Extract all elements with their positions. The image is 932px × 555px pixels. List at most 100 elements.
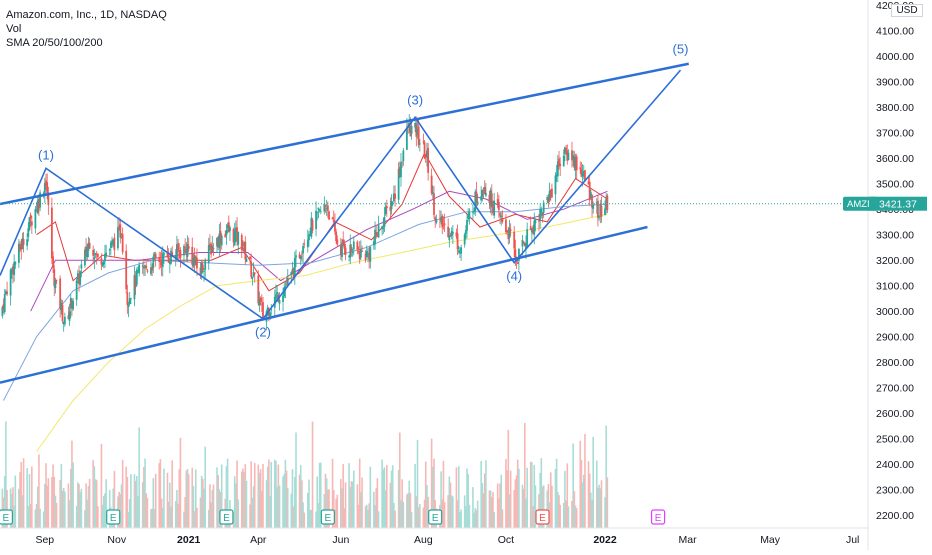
- volume-bar: [496, 483, 499, 528]
- volume-bar: [394, 510, 396, 528]
- volume-bar: [492, 492, 494, 528]
- volume-indicator-label[interactable]: Vol: [6, 23, 22, 35]
- candle-body: [400, 162, 402, 178]
- volume-bar: [588, 473, 591, 528]
- candle-body: [529, 226, 532, 230]
- candle-body: [595, 202, 598, 204]
- volume-bar: [60, 463, 63, 528]
- candle-body: [402, 150, 405, 162]
- price-tick-label: 2700.00: [876, 383, 914, 395]
- volume-bar: [199, 497, 202, 528]
- volume-bar: [579, 440, 582, 528]
- volume-bars: [1, 421, 609, 528]
- volume-bar: [120, 484, 123, 528]
- volume-bar: [9, 488, 12, 528]
- volume-bar: [169, 482, 171, 528]
- current-price-tag: [869, 196, 927, 211]
- candle-body: [507, 233, 510, 240]
- candle-body: [196, 258, 198, 269]
- elliott-wave-drawings[interactable]: [0, 62, 689, 384]
- volume-bar: [283, 473, 286, 528]
- candle-body: [286, 277, 289, 285]
- volume-bar: [540, 458, 543, 528]
- candle-body: [76, 273, 79, 280]
- candle-body: [30, 221, 33, 226]
- candle-body: [194, 256, 197, 266]
- volume-bar: [236, 460, 238, 528]
- volume-bar: [448, 476, 451, 528]
- candle-body: [359, 249, 362, 258]
- volume-bar: [508, 494, 511, 528]
- currency-badge[interactable]: USD: [891, 4, 923, 17]
- volume-bar: [574, 505, 577, 528]
- volume-bar: [549, 472, 552, 528]
- volume-bar: [331, 458, 334, 528]
- candle-body: [174, 255, 177, 258]
- candle-body: [53, 269, 56, 287]
- volume-bar: [397, 469, 400, 528]
- candle-body: [450, 231, 453, 236]
- candle-body: [589, 192, 592, 199]
- volume-bar: [226, 458, 229, 528]
- price-axis[interactable]: 2200.00 2300.00 2400.00 2500.00 2600.00 2700.…: [867, 0, 932, 550]
- volume-bar: [343, 508, 346, 528]
- volume-bar: [414, 464, 416, 528]
- volume-bar: [6, 489, 8, 528]
- candle-body: [393, 193, 395, 202]
- candle-body: [236, 227, 238, 242]
- candle-body: [135, 269, 138, 285]
- symbol-title[interactable]: Amazon.com, Inc., 1D, NASDAQ: [6, 9, 167, 21]
- earnings-marker: [106, 509, 121, 525]
- candle-body: [356, 241, 359, 250]
- candle-body: [252, 272, 255, 277]
- volume-bar: [457, 466, 460, 528]
- volume-bar: [240, 471, 243, 528]
- volume-bar: [31, 466, 33, 528]
- candle-body: [324, 205, 327, 206]
- volume-bar: [196, 507, 198, 528]
- volume-bar: [599, 488, 602, 528]
- candle-body: [567, 152, 570, 161]
- volume-bar: [210, 502, 212, 528]
- candle-body: [94, 253, 97, 255]
- volume-bar: [160, 498, 163, 528]
- volume-bar: [44, 483, 46, 528]
- volume-bar: [573, 491, 576, 528]
- candle-body: [523, 242, 526, 247]
- current-price-value: 3421.37: [879, 199, 917, 211]
- candle-body: [559, 163, 562, 166]
- candle-body: [409, 125, 412, 137]
- candle-body: [588, 181, 591, 201]
- volume-bar: [376, 478, 379, 528]
- volume-bar: [22, 458, 25, 528]
- time-axis[interactable]: Sep Nov 2021 Apr Jun Aug Oct 2022 Mar May Jul: [0, 527, 868, 546]
- candle-body: [152, 256, 155, 268]
- candle-body: [299, 255, 302, 260]
- volume-bar: [203, 488, 205, 528]
- candle-body: [200, 263, 203, 275]
- channel-upper-line: [0, 62, 689, 206]
- volume-bar: [174, 501, 177, 528]
- volume-bar: [185, 470, 188, 528]
- sma-indicator-label[interactable]: SMA 20/50/100/200: [6, 37, 103, 49]
- candle-body: [376, 236, 379, 237]
- candle-body: [3, 294, 6, 313]
- candle-body: [369, 247, 372, 262]
- volume-bar: [61, 490, 64, 528]
- candle-body: [492, 206, 494, 213]
- candle-body: [101, 262, 104, 266]
- volume-bar: [13, 505, 15, 528]
- candle-body: [151, 266, 154, 271]
- volume-bar: [251, 497, 254, 528]
- volume-bar: [483, 473, 486, 528]
- price-tick-label: 3200.00: [876, 255, 914, 267]
- volume-bar: [310, 509, 313, 528]
- candle-body: [332, 220, 335, 223]
- candle-body: [349, 244, 352, 258]
- volume-bar: [533, 464, 536, 528]
- volume-bar: [365, 504, 368, 528]
- volume-bar: [39, 508, 41, 528]
